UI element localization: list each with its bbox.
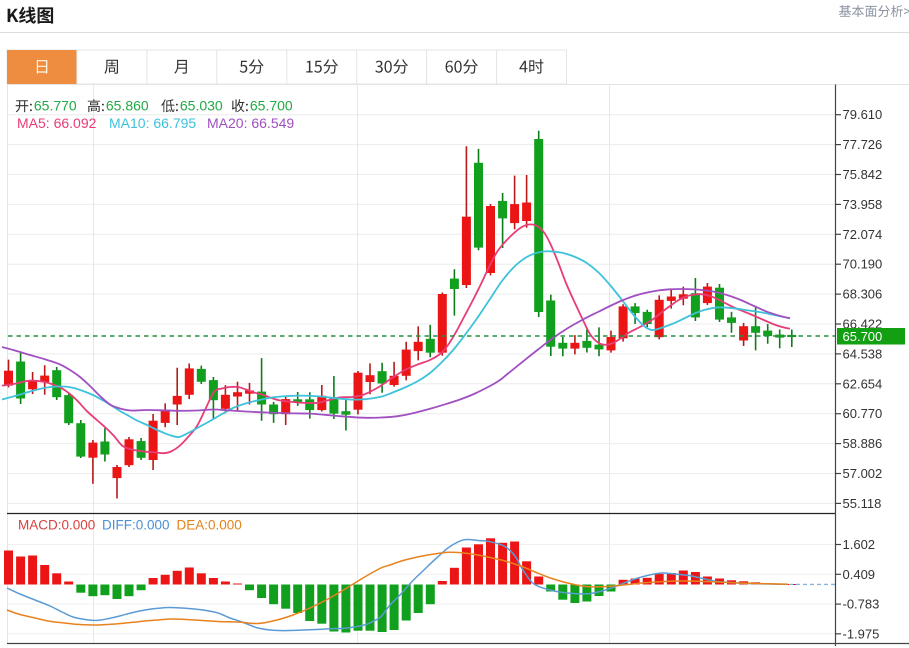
svg-text:65.030: 65.030 xyxy=(180,98,223,114)
svg-text:DIFF:0.000: DIFF:0.000 xyxy=(102,518,170,533)
svg-text:MA10: 66.795: MA10: 66.795 xyxy=(109,115,196,131)
svg-text:73.958: 73.958 xyxy=(843,197,883,212)
svg-text:65.860: 65.860 xyxy=(106,98,149,114)
svg-text:68.306: 68.306 xyxy=(843,287,883,302)
svg-text:-1.975: -1.975 xyxy=(843,626,880,641)
svg-text:55.118: 55.118 xyxy=(843,496,882,511)
svg-text:57.002: 57.002 xyxy=(843,466,883,481)
svg-text:DEA:0.000: DEA:0.000 xyxy=(177,518,242,533)
svg-text:79.610: 79.610 xyxy=(843,107,883,122)
svg-text:60.770: 60.770 xyxy=(843,406,883,421)
svg-text:MA20: 66.549: MA20: 66.549 xyxy=(207,115,294,131)
svg-text:0.409: 0.409 xyxy=(843,567,876,582)
svg-text:1.602: 1.602 xyxy=(843,537,876,552)
svg-text:62.654: 62.654 xyxy=(843,376,883,391)
svg-text:70.190: 70.190 xyxy=(843,257,883,272)
svg-text:65.700: 65.700 xyxy=(843,329,883,344)
svg-text:77.726: 77.726 xyxy=(843,137,883,152)
svg-text:65.770: 65.770 xyxy=(34,98,77,114)
svg-text:66.422: 66.422 xyxy=(843,317,883,332)
svg-text:MA5: 66.092: MA5: 66.092 xyxy=(17,115,97,131)
svg-text:MACD:0.000: MACD:0.000 xyxy=(18,518,95,533)
svg-text:72.074: 72.074 xyxy=(843,227,883,242)
svg-text:65.700: 65.700 xyxy=(250,98,293,114)
svg-text:64.538: 64.538 xyxy=(843,346,883,361)
svg-text:58.886: 58.886 xyxy=(843,436,883,451)
svg-text:-0.783: -0.783 xyxy=(843,597,880,612)
svg-text:75.842: 75.842 xyxy=(843,167,883,182)
